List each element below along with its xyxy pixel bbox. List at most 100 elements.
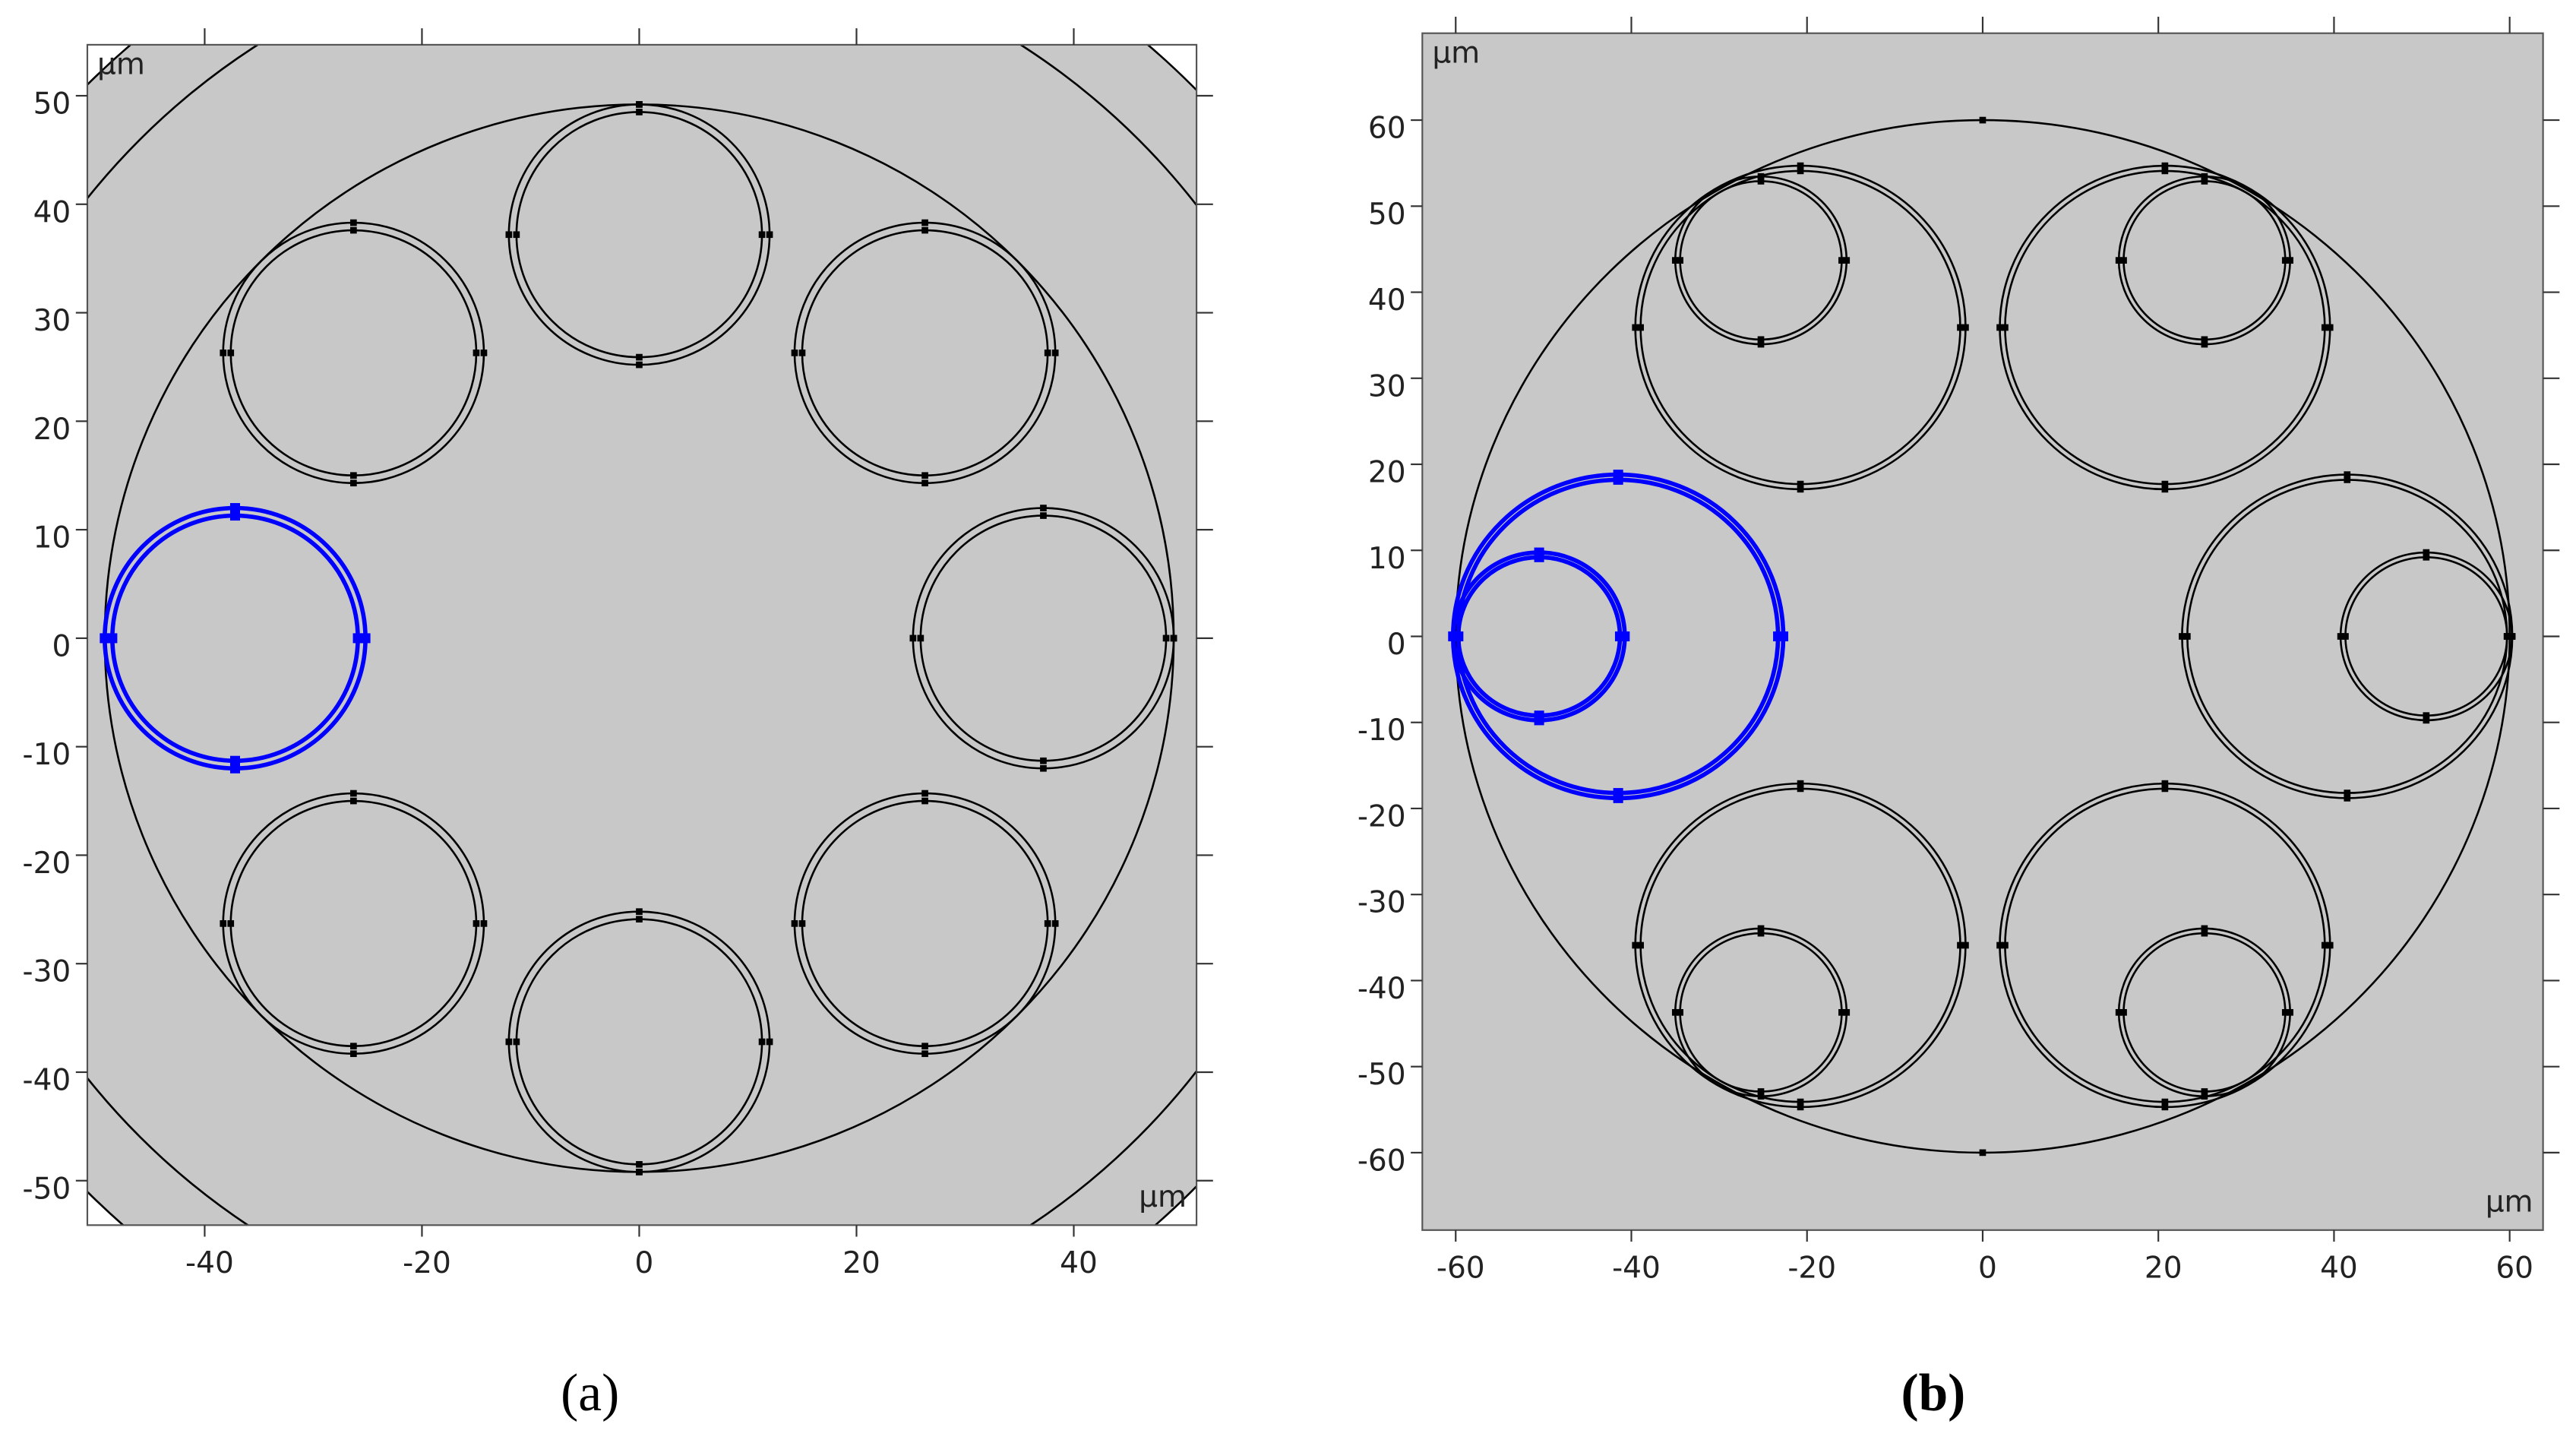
x-tick-label: 20 [2145, 1251, 2182, 1285]
vertex [1996, 941, 2003, 949]
vertex [1757, 1088, 1765, 1095]
vertex [2115, 257, 2122, 264]
vertex [2161, 780, 2169, 787]
x-tick-label: -40 [185, 1246, 234, 1280]
vertex [2344, 471, 2351, 478]
vertex [2115, 1008, 2122, 1016]
y-tick-label: 0 [1387, 628, 1406, 662]
vertex [1671, 1008, 1679, 1016]
vertex [1797, 486, 1804, 493]
vertex [2508, 633, 2515, 640]
y-tick-label: -40 [1358, 972, 1406, 1006]
vertex [1838, 1008, 1845, 1016]
vertex [1040, 512, 1047, 519]
y-tick-label: 0 [52, 629, 71, 663]
vertex [1637, 941, 1644, 949]
vertex [1797, 167, 1804, 175]
vertex [229, 763, 240, 774]
y-tick-label: -20 [1358, 799, 1406, 834]
vertex [1962, 324, 1969, 331]
vertex [107, 633, 118, 644]
vertex [2321, 324, 2328, 331]
vertex [2321, 941, 2328, 949]
vertex [636, 353, 643, 361]
vertex [2161, 167, 2169, 175]
vertex [1797, 1098, 1804, 1106]
y-tick-label: 50 [1368, 198, 1406, 232]
vertex [636, 1340, 643, 1347]
vertex [473, 920, 480, 927]
x-tick-label: -20 [1787, 1251, 1836, 1285]
vertex [2201, 178, 2208, 185]
vertex [2281, 257, 2289, 264]
vertex [1757, 178, 1765, 185]
x-tick-label: -60 [1437, 1251, 1485, 1285]
vertex [758, 231, 766, 239]
vertex [2344, 476, 2351, 483]
vertex [2423, 717, 2430, 724]
vertex [1040, 505, 1047, 511]
y-tick-label: 10 [33, 521, 71, 555]
plot-background [1422, 33, 2543, 1230]
vertex [2161, 1098, 2169, 1106]
vertex [480, 920, 488, 927]
circle [87, 44, 1197, 1226]
vertex [350, 226, 357, 234]
vertex [227, 920, 235, 927]
y-tick-label: 50 [33, 87, 71, 122]
vertex [227, 350, 235, 356]
vertex [350, 479, 357, 487]
vertex [909, 634, 917, 642]
vertex [2326, 324, 2334, 331]
vertex [1757, 340, 1765, 348]
vertex [1797, 1103, 1804, 1111]
unit-label: μm [97, 48, 145, 82]
vertex [350, 219, 357, 226]
vertex [1843, 257, 1851, 264]
vertex [2423, 553, 2430, 561]
vertex [1534, 552, 1544, 562]
vertex [1613, 474, 1623, 485]
vertex [350, 797, 357, 805]
panel-label: (b) [1901, 1364, 1965, 1422]
vertex [220, 920, 227, 927]
unit-label: μm [1432, 36, 1480, 70]
vertex [2201, 336, 2208, 343]
vertex [636, 109, 643, 116]
y-tick-label: -10 [1358, 714, 1406, 748]
vertex [1614, 631, 1625, 641]
vertex [2201, 925, 2208, 932]
geometry [1448, 116, 2516, 1157]
vertex [350, 1043, 357, 1050]
vertex [505, 1038, 513, 1046]
vertex [1773, 631, 1784, 641]
y-tick-label: 30 [33, 304, 71, 338]
vertex [921, 797, 928, 805]
vertex [2287, 257, 2293, 264]
y-tick-label: 30 [1368, 369, 1406, 403]
vertex [2201, 929, 2208, 937]
x-tick-label: 20 [842, 1246, 880, 1280]
vertex [229, 503, 240, 514]
vertex [2201, 340, 2208, 348]
y-tick-label: 60 [1368, 112, 1406, 146]
y-tick-label: -30 [1358, 886, 1406, 920]
vertex [513, 231, 520, 239]
vertex [921, 1050, 928, 1058]
vertex [636, 1416, 643, 1423]
x-tick-label: -20 [403, 1246, 451, 1280]
vertex [1757, 172, 1765, 180]
vertex [1040, 764, 1047, 772]
vertex [480, 350, 488, 356]
vertex [921, 226, 928, 234]
vertex [350, 1050, 357, 1058]
vertex [1040, 757, 1047, 764]
vertex [1797, 785, 1804, 793]
vertex [921, 790, 928, 797]
vertex [229, 755, 240, 766]
x-tick-label: 40 [1060, 1246, 1098, 1280]
vertex [1757, 336, 1765, 343]
vertex [1797, 780, 1804, 787]
vertex [791, 350, 798, 356]
vertex [1632, 324, 1639, 331]
